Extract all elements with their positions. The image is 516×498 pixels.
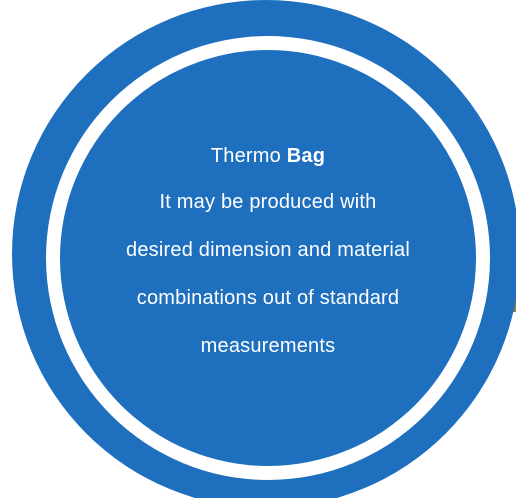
description-line-2: desired dimension and material (126, 239, 410, 261)
description-line-1: It may be produced with (159, 191, 377, 213)
card-text: Thermo Bag It may be produced with desir… (60, 132, 476, 370)
card-title-bold: Bag (286, 145, 326, 167)
inner-blue-disc (60, 50, 476, 466)
card-title: Thermo Bag (60, 132, 476, 178)
description-line-3: combinations out of standard (136, 287, 400, 309)
card-title-regular: Thermo (210, 145, 281, 167)
description-line-4: measurements (200, 335, 336, 357)
